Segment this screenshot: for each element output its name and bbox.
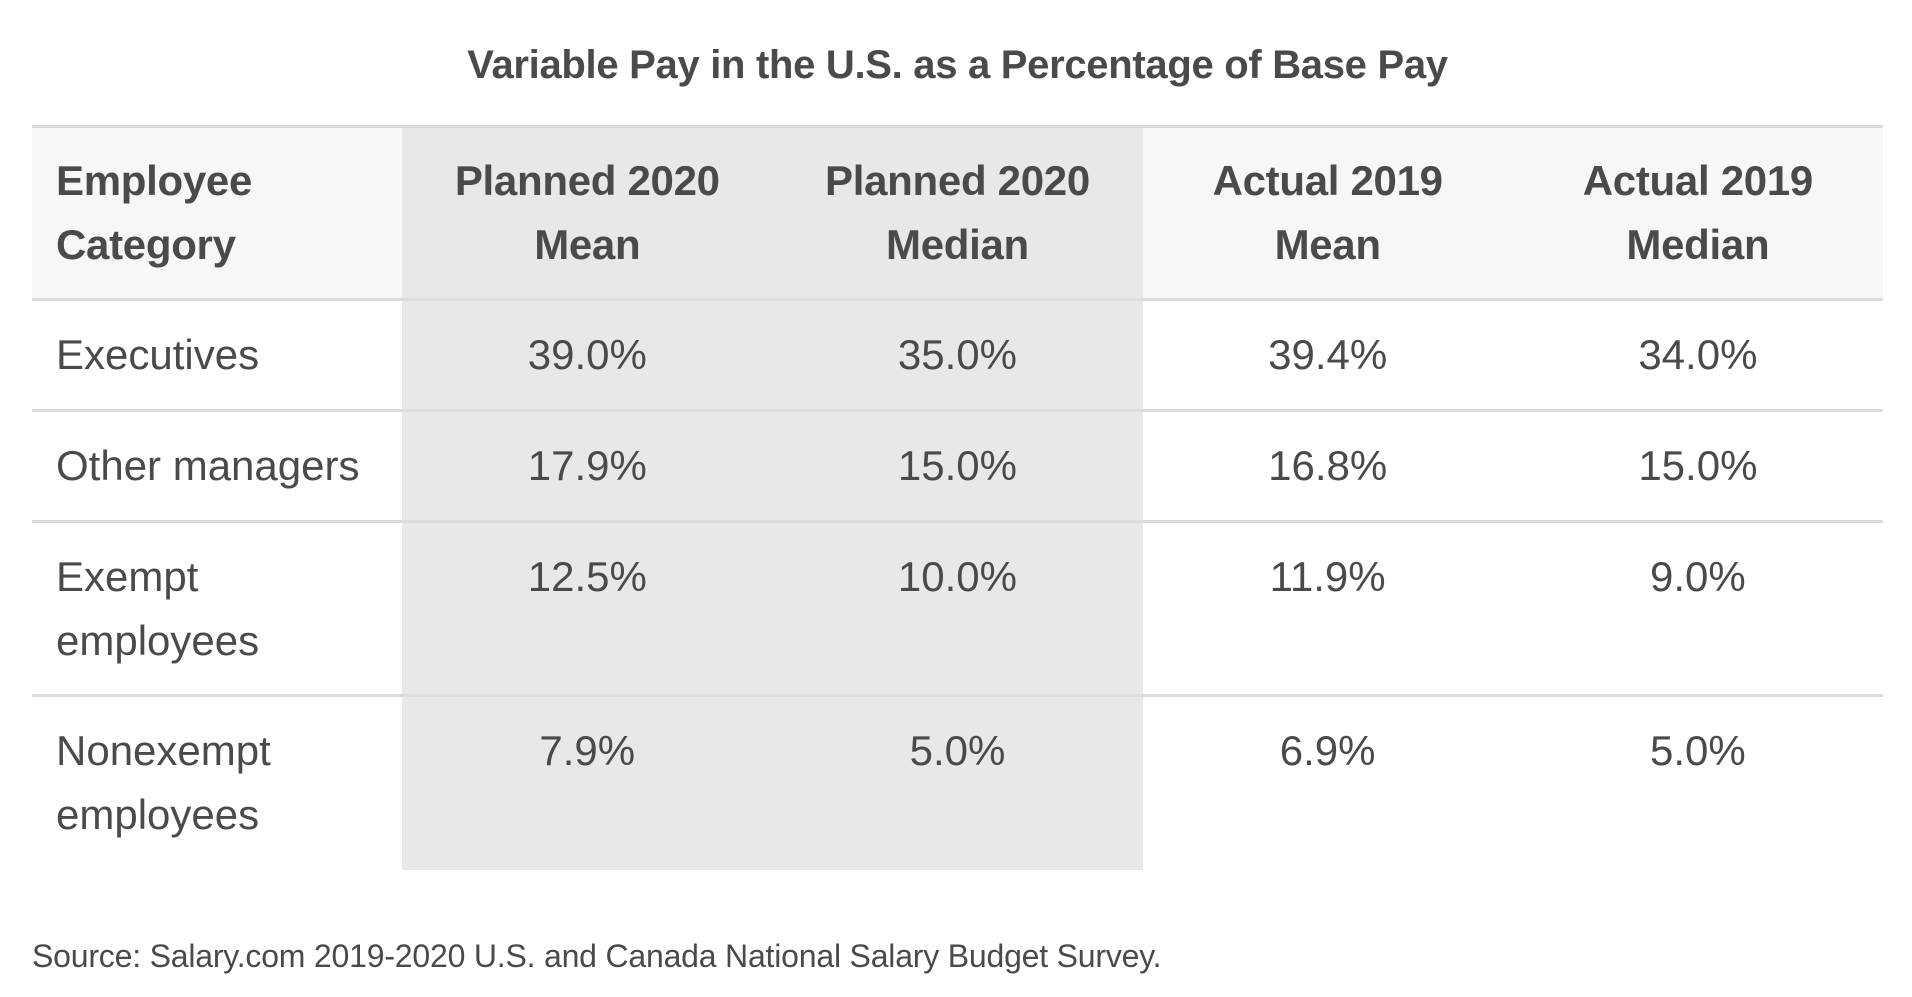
header-employee-category: Employee Category — [32, 127, 402, 300]
header-actual-2019-mean: Actual 2019 Mean — [1143, 127, 1513, 300]
table-row-nonexempt-employees: Nonexempt employees 7.9% 5.0% 6.9% 5.0% — [32, 695, 1883, 870]
header-line: Mean — [534, 221, 641, 268]
value-cell-actual-mean: 16.8% — [1268, 442, 1388, 489]
value-cell-actual-median: 9.0% — [1650, 553, 1746, 600]
source-note: Source: Salary.com 2019-2020 U.S. and Ca… — [32, 938, 1162, 974]
header-line: Median — [886, 221, 1029, 268]
category-line: Executives — [56, 331, 260, 378]
table-header-row: Employee Category Planned 2020 Mean Plan… — [32, 126, 1883, 300]
header-line: Planned 2020 — [454, 157, 720, 204]
value-cell-actual-median: 34.0% — [1638, 331, 1758, 378]
category-cell: Exempt employees — [32, 522, 402, 696]
category-cell: Other managers — [32, 411, 402, 522]
header-line: Planned 2020 — [825, 157, 1090, 204]
category-line: employees — [56, 791, 260, 838]
table-row-executives: Executives 39.0% 35.0% 39.4% 34.0% — [32, 299, 1883, 411]
header-planned-2020-mean: Planned 2020 Mean — [402, 126, 773, 300]
header-line: Median — [1626, 221, 1770, 268]
header-line: Category — [56, 221, 236, 268]
value-cell-planned-median: 35.0% — [772, 299, 1143, 411]
header-line: Actual 2019 — [1212, 157, 1443, 204]
value-cell-planned-mean: 17.9% — [402, 410, 773, 522]
value-cell-planned-mean: 39.0% — [402, 299, 773, 411]
value-cell-planned-median: 15.0% — [772, 410, 1143, 522]
value-cell-planned-mean: 7.9% — [402, 695, 773, 870]
header-line: Mean — [1274, 221, 1381, 268]
value-cell-planned-median: 10.0% — [772, 521, 1143, 696]
category-line: Nonexempt — [56, 727, 271, 774]
table-row-exempt-employees: Exempt employees 12.5% 10.0% 11.9% 9.0% — [32, 521, 1883, 696]
header-line: Actual 2019 — [1582, 157, 1813, 204]
value-cell-planned-mean: 12.5% — [402, 521, 773, 696]
header-actual-2019-median: Actual 2019 Median — [1513, 127, 1883, 300]
category-line: employees — [56, 617, 260, 664]
table-row-other-managers: Other managers 17.9% 15.0% 16.8% 15.0% — [32, 410, 1883, 522]
category-cell: Executives — [32, 300, 402, 411]
category-line: Exempt — [56, 553, 199, 600]
value-cell-actual-median: 5.0% — [1650, 727, 1746, 774]
value-cell-actual-mean: 39.4% — [1268, 331, 1388, 378]
table-title: Variable Pay in the U.S. as a Percentage… — [467, 43, 1448, 87]
variable-pay-table: Employee Category Planned 2020 Mean Plan… — [32, 125, 1883, 870]
value-cell-planned-median: 5.0% — [772, 695, 1143, 870]
value-cell-actual-median: 15.0% — [1638, 442, 1758, 489]
category-cell: Nonexempt employees — [32, 696, 402, 870]
value-cell-actual-mean: 11.9% — [1269, 553, 1386, 600]
category-line: Other managers — [56, 442, 360, 489]
header-planned-2020-median: Planned 2020 Median — [772, 126, 1143, 300]
value-cell-actual-mean: 6.9% — [1279, 727, 1376, 774]
header-line: Employee — [56, 157, 253, 204]
